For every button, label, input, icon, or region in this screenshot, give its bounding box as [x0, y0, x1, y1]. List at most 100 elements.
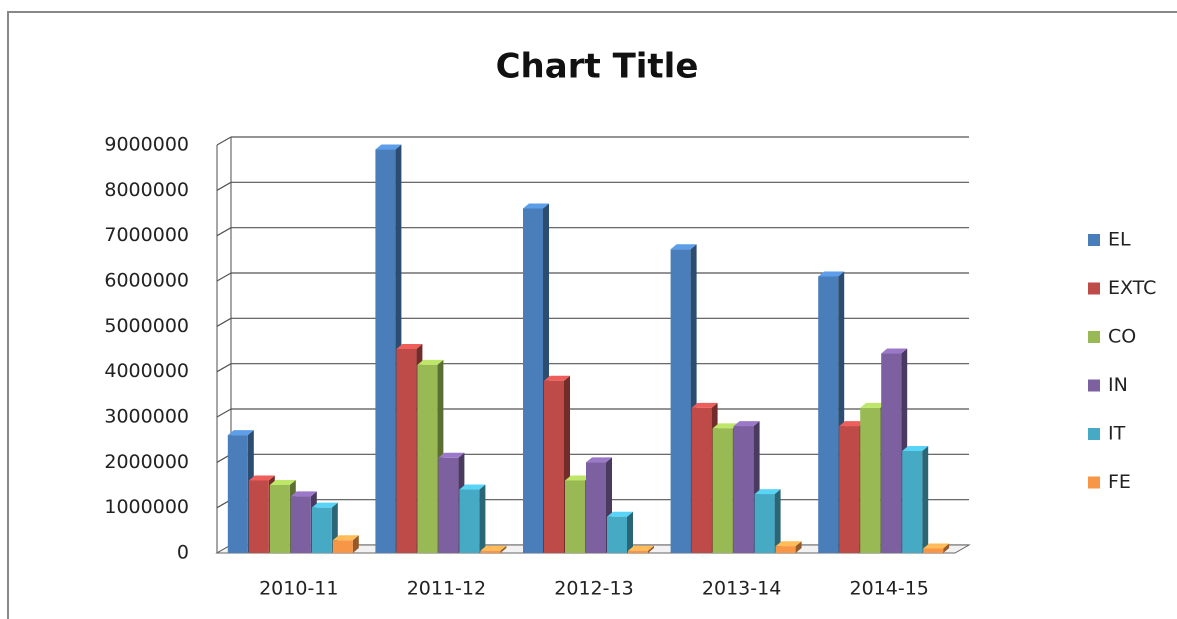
bar-front — [438, 457, 459, 553]
bar-top — [902, 446, 929, 451]
bar-side — [795, 541, 802, 553]
bar-side — [774, 489, 781, 553]
legend-swatch — [1088, 331, 1100, 343]
y-tick-label: 9000000 — [104, 134, 189, 156]
y-tick-label: 1000000 — [104, 496, 189, 518]
bar-front — [881, 353, 902, 553]
bar-front — [311, 507, 332, 553]
bar-top — [733, 421, 760, 427]
x-tick-label: 2011-12 — [407, 578, 486, 600]
bar-top — [523, 203, 549, 209]
bar-top — [480, 545, 507, 551]
bar-front — [586, 462, 606, 553]
legend-label: IN — [1108, 374, 1128, 396]
bar-front — [628, 550, 648, 553]
bar — [923, 543, 950, 553]
bar-front — [227, 435, 248, 553]
bar-side — [627, 511, 633, 553]
legend-label: CO — [1108, 326, 1136, 348]
bar — [607, 511, 633, 553]
bar — [332, 535, 359, 553]
bar-front — [248, 480, 269, 553]
bar-top — [670, 244, 697, 250]
bar — [459, 484, 486, 553]
bar-top — [438, 452, 465, 458]
x-tick-label: 2014-15 — [850, 578, 929, 600]
bar — [754, 489, 781, 553]
x-tick-label: 2012-13 — [554, 578, 633, 600]
grid-side — [216, 272, 232, 282]
bar-front — [396, 349, 417, 553]
legend-swatch — [1088, 234, 1100, 246]
bar-top — [839, 421, 866, 427]
grid-side — [216, 227, 232, 237]
bar-side — [352, 535, 359, 553]
bar-top — [311, 502, 338, 508]
bar-front — [523, 208, 543, 553]
bar — [775, 541, 802, 553]
bar-front — [375, 149, 396, 554]
bar-front — [565, 480, 585, 553]
chart-title: Chart Title — [496, 47, 699, 87]
bar-front — [290, 496, 311, 553]
bar-side — [500, 545, 507, 553]
x-tick-label: 2010-11 — [259, 578, 338, 600]
bar-top — [375, 144, 402, 150]
bar-top — [248, 475, 275, 481]
bar-top — [881, 348, 908, 354]
bar-front — [480, 550, 501, 553]
grid-side — [216, 136, 232, 146]
bar-front — [459, 489, 480, 553]
bar-top — [544, 375, 570, 381]
legend-swatch — [1088, 379, 1100, 392]
bar-front — [860, 407, 881, 553]
y-tick-label: 5000000 — [104, 315, 189, 337]
y-tick-label: 3000000 — [104, 406, 189, 428]
bar-front — [712, 428, 733, 553]
bar-top — [332, 535, 359, 541]
y-tick-label: 2000000 — [104, 451, 189, 473]
bar-top — [290, 491, 317, 497]
grid-side — [216, 181, 232, 191]
bar-top — [227, 430, 254, 436]
legend-label: EL — [1108, 229, 1131, 251]
legend-label: EXTC — [1108, 277, 1156, 299]
bar — [902, 446, 929, 553]
bar-side — [922, 446, 929, 553]
bar-front — [839, 426, 860, 553]
bar-side — [943, 543, 950, 553]
legend-label: IT — [1108, 423, 1126, 445]
bar-top — [775, 541, 802, 547]
bar-side — [648, 545, 654, 553]
legend-swatch — [1088, 428, 1100, 440]
bar — [628, 545, 654, 553]
bar-top — [712, 423, 739, 429]
bar-top — [923, 543, 950, 549]
bar-top — [586, 457, 612, 463]
bar-top — [417, 359, 444, 365]
y-tick-label: 8000000 — [104, 179, 189, 201]
y-tick-label: 4000000 — [104, 360, 189, 382]
legend-label: FE — [1108, 471, 1131, 493]
grid-side — [216, 317, 232, 327]
grid-side — [216, 363, 232, 373]
y-tick-label: 7000000 — [104, 224, 189, 246]
bar-front — [923, 548, 944, 553]
bar-front — [902, 451, 923, 553]
bar-top — [459, 484, 486, 490]
bar-front — [775, 546, 796, 553]
bar-top — [607, 511, 633, 517]
bar-front — [332, 540, 353, 553]
bar-front — [754, 494, 775, 553]
bar-front — [417, 364, 438, 553]
bar-front — [818, 276, 839, 553]
bar — [480, 545, 507, 553]
grid-side — [216, 408, 232, 418]
bar-front — [733, 426, 754, 553]
bar-side — [479, 484, 486, 553]
bar-front — [691, 407, 712, 553]
y-tick-label: 6000000 — [104, 270, 189, 292]
x-tick-label: 2013-14 — [702, 578, 781, 600]
bar-top — [754, 489, 781, 495]
